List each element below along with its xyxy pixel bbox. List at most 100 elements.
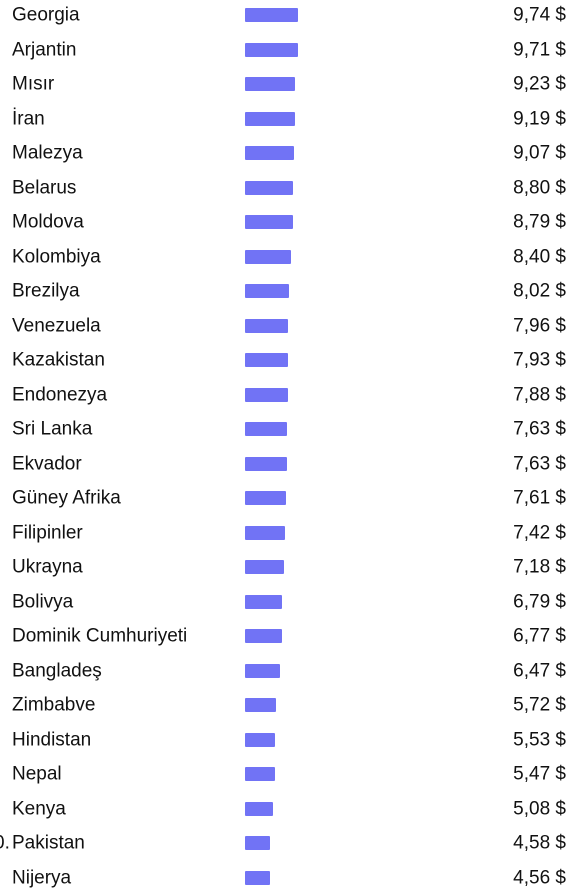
bar	[245, 560, 285, 575]
chart-row: Kenya 5,08 $	[0, 792, 580, 827]
bar	[245, 353, 289, 368]
bar	[245, 387, 288, 402]
bar	[245, 836, 270, 851]
category-label: Bangladeş	[12, 660, 102, 682]
category-label: Moldova	[12, 211, 84, 233]
chart-row: Kolombiya 8,40 $	[0, 240, 580, 275]
chart-row: Moldova 8,79 $	[0, 205, 580, 240]
chart-row: Hindistan 5,53 $	[0, 723, 580, 758]
category-label: Kenya	[12, 798, 66, 820]
value-label: 4,56 $	[513, 867, 566, 889]
category-label: Kazakistan	[12, 349, 105, 371]
bar	[245, 318, 289, 333]
category-label: Pakistan	[12, 832, 85, 854]
chart-row: 0.Pakistan 4,58 $	[0, 826, 580, 861]
category-label: İran	[12, 108, 45, 130]
bar	[245, 249, 291, 264]
chart-row: Venezuela 7,96 $	[0, 309, 580, 344]
category-label: Malezya	[12, 142, 83, 164]
chart-row: Kazakistan 7,93 $	[0, 343, 580, 378]
bar	[245, 456, 287, 471]
chart-row: Malezya 9,07 $	[0, 136, 580, 171]
category-label: Venezuela	[12, 315, 101, 337]
chart-row: Güney Afrika 7,61 $	[0, 481, 580, 516]
category-label: Ukrayna	[12, 556, 83, 578]
category-label: Hindistan	[12, 729, 92, 751]
chart-row: Arjantin 9,71 $	[0, 33, 580, 68]
chart-row: Bangladeş 6,47 $	[0, 654, 580, 689]
value-label: 5,72 $	[513, 694, 566, 716]
category-label: Arjantin	[12, 39, 77, 61]
bar	[245, 594, 282, 609]
value-label: 8,40 $	[513, 246, 566, 268]
bar	[245, 698, 277, 713]
value-label: 6,79 $	[513, 591, 566, 613]
chart-row: Brezilya 8,02 $	[0, 274, 580, 309]
value-label: 9,19 $	[513, 108, 566, 130]
bar	[245, 8, 299, 23]
value-label: 9,74 $	[513, 4, 566, 26]
value-label: 9,23 $	[513, 73, 566, 95]
value-label: 7,88 $	[513, 384, 566, 406]
bar	[245, 525, 286, 540]
category-label: Kolombiya	[12, 246, 101, 268]
category-label: Brezilya	[12, 280, 80, 302]
chart-row: Mısır 9,23 $	[0, 67, 580, 102]
bar	[245, 42, 298, 57]
chart-row: Ukrayna 7,18 $	[0, 550, 580, 585]
bar	[245, 801, 273, 816]
category-label: Sri Lanka	[12, 418, 93, 440]
value-label: 9,71 $	[513, 39, 566, 61]
value-label: 7,61 $	[513, 487, 566, 509]
chart-row: Endonezya 7,88 $	[0, 378, 580, 413]
value-label: 6,77 $	[513, 625, 566, 647]
bar	[245, 284, 289, 299]
value-label: 7,63 $	[513, 453, 566, 475]
chart-row: Filipinler 7,42 $	[0, 516, 580, 551]
category-label: Ekvador	[12, 453, 82, 475]
chart-row: Zimbabve 5,72 $	[0, 688, 580, 723]
bar	[245, 732, 276, 747]
category-label: Filipinler	[12, 522, 83, 544]
category-label: Mısır	[12, 73, 55, 95]
value-label: 5,53 $	[513, 729, 566, 751]
bar	[245, 422, 287, 437]
value-label: 7,96 $	[513, 315, 566, 337]
bar	[245, 629, 282, 644]
rank-label: 0.	[0, 832, 10, 854]
category-label: Bolivya	[12, 591, 74, 613]
bar	[245, 663, 281, 678]
bar	[245, 146, 295, 161]
value-label: 8,79 $	[513, 211, 566, 233]
value-label: 8,02 $	[513, 280, 566, 302]
category-label: Zimbabve	[12, 694, 96, 716]
chart-row: Bolivya 6,79 $	[0, 585, 580, 620]
category-label: Georgia	[12, 4, 80, 26]
category-label: Güney Afrika	[12, 487, 121, 509]
bar	[245, 215, 293, 230]
bar	[245, 111, 296, 126]
value-label: 7,42 $	[513, 522, 566, 544]
category-label: Nepal	[12, 763, 62, 785]
value-label: 5,47 $	[513, 763, 566, 785]
bar	[245, 77, 296, 92]
value-label: 7,18 $	[513, 556, 566, 578]
category-label: Endonezya	[12, 384, 108, 406]
chart-row: Sri Lanka 7,63 $	[0, 412, 580, 447]
value-label: 7,93 $	[513, 349, 566, 371]
value-label: 6,47 $	[513, 660, 566, 682]
value-label: 8,80 $	[513, 177, 566, 199]
chart-row: Belarus 8,80 $	[0, 171, 580, 206]
value-label: 9,07 $	[513, 142, 566, 164]
bar	[245, 180, 293, 195]
category-label: Dominik Cumhuriyeti	[12, 625, 188, 647]
chart-row: Nepal 5,47 $	[0, 757, 580, 792]
value-label: 5,08 $	[513, 798, 566, 820]
chart-row: Ekvador 7,63 $	[0, 447, 580, 482]
bar	[245, 491, 287, 506]
value-label: 7,63 $	[513, 418, 566, 440]
bar	[245, 870, 270, 885]
category-label: Belarus	[12, 177, 77, 199]
